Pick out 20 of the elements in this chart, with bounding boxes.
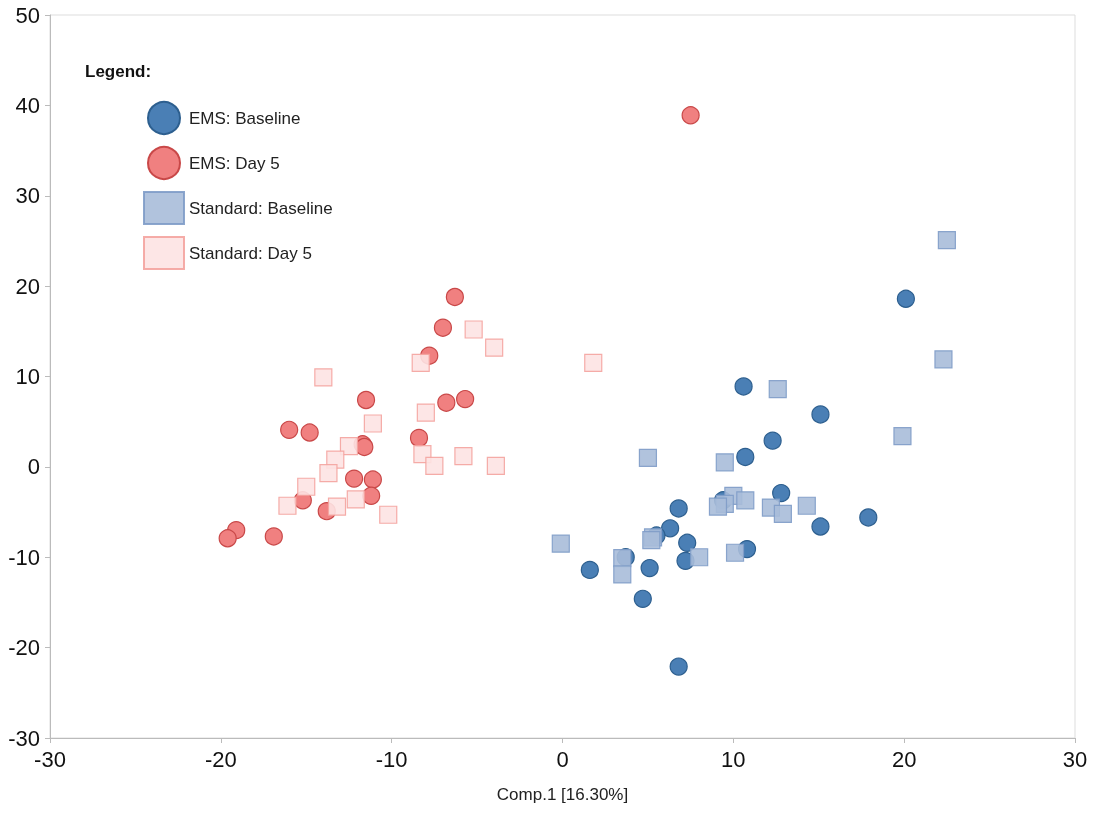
x-tick-label: -10 bbox=[375, 746, 408, 772]
y-tick-label: 10 bbox=[15, 364, 40, 389]
y-tick-label: 30 bbox=[15, 183, 40, 209]
y-tick-label: 0 bbox=[27, 454, 40, 480]
x-tick-label: -20 bbox=[204, 746, 237, 772]
y-tick-label: -20 bbox=[8, 635, 40, 661]
y-tick-label: 50 bbox=[15, 2, 40, 28]
legend-label: Standard: Baseline bbox=[189, 198, 333, 218]
x-tick-label: 10 bbox=[721, 746, 746, 772]
legend-label: EMS: Baseline bbox=[189, 108, 301, 128]
legend-label: EMS: Day 5 bbox=[189, 153, 280, 173]
y-tick-label: -10 bbox=[8, 544, 40, 570]
y-tick-label: 40 bbox=[15, 92, 40, 118]
x-tick-label: 30 bbox=[1062, 746, 1088, 772]
x-axis-title: Comp.1 [16.30%] bbox=[496, 785, 629, 804]
x-tick-label: 20 bbox=[891, 746, 917, 772]
legend-title: Legend: bbox=[85, 62, 152, 81]
x-tick-label: 0 bbox=[556, 746, 569, 772]
y-tick-label: 20 bbox=[15, 273, 40, 299]
legend-label: Standard: Day 5 bbox=[189, 243, 312, 263]
